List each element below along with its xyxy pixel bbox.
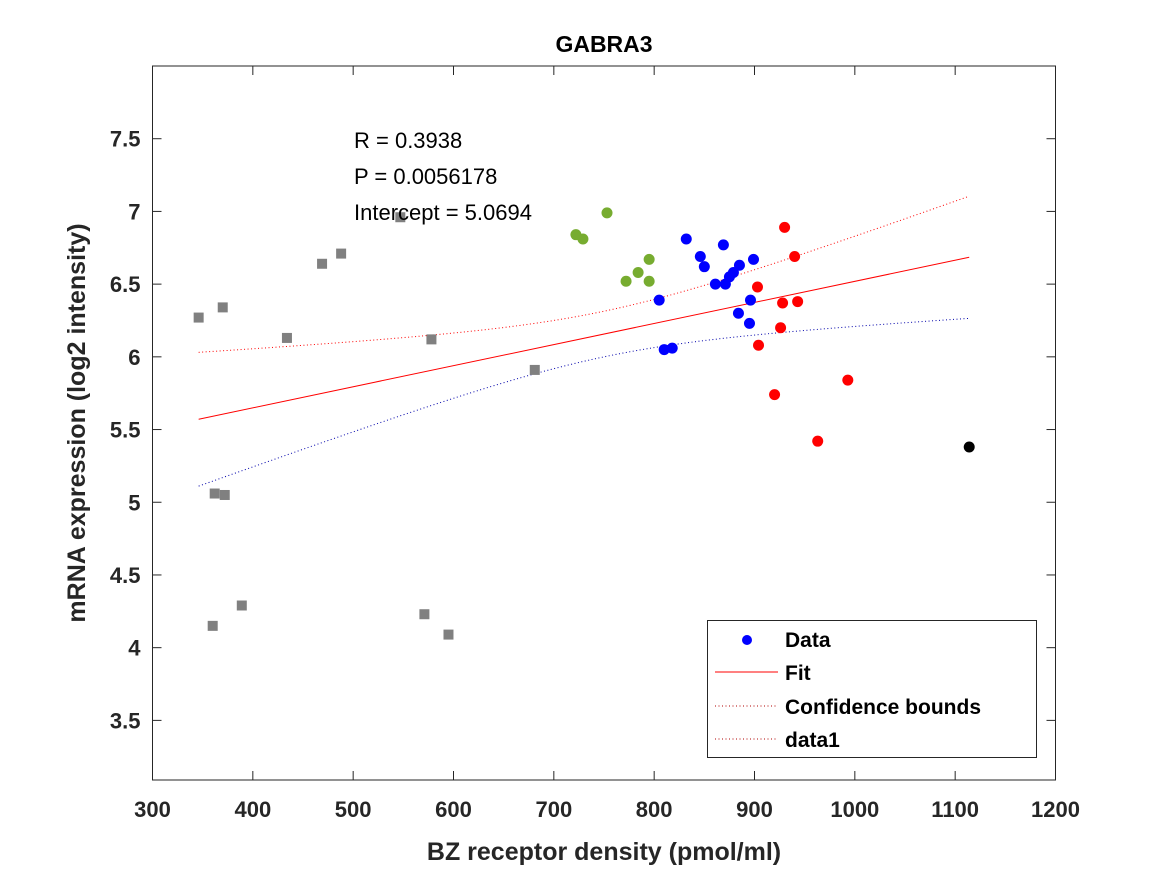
- data-point-gray: [529, 364, 540, 375]
- y-tick-label: 6: [128, 345, 140, 370]
- y-tick-label: 4.5: [110, 563, 141, 588]
- x-tick-label: 900: [736, 797, 773, 822]
- data-point-blue: [719, 278, 731, 290]
- data-point-blue: [732, 307, 744, 319]
- x-tick-label: 800: [636, 797, 673, 822]
- legend-label-data1: data1: [785, 729, 840, 752]
- data-point-blue: [694, 250, 706, 262]
- legend-label-confidence: Confidence bounds: [785, 696, 981, 719]
- data-point-blue: [653, 294, 665, 306]
- data-point-red: [753, 339, 765, 351]
- data-point-green: [577, 233, 589, 245]
- data-point-red: [775, 322, 787, 334]
- y-tick-label: 7: [128, 199, 140, 224]
- data-point-blue: [709, 278, 721, 290]
- x-tick-label: 500: [335, 797, 372, 822]
- data-point-red: [769, 389, 781, 401]
- annotation-p: P = 0.0056178: [354, 164, 497, 189]
- data-point-red: [779, 221, 791, 233]
- data-point-gray: [219, 489, 230, 500]
- data-point-red: [842, 374, 854, 386]
- data-point-gray: [281, 332, 292, 343]
- data-point-blue: [698, 261, 710, 273]
- data-point-green: [643, 275, 655, 287]
- data-point-blue: [666, 342, 678, 354]
- data-point-blue: [717, 239, 729, 251]
- y-tick-label: 3.5: [110, 708, 141, 733]
- data-point-gray: [426, 334, 437, 345]
- y-tick-label: 7.5: [110, 127, 141, 152]
- data-point-green: [620, 275, 632, 287]
- data-point-gray: [236, 600, 247, 611]
- data-point-gray: [217, 302, 228, 313]
- data-point-gray: [207, 620, 218, 631]
- axes-box: [152, 65, 1056, 781]
- data-point-blue: [680, 233, 692, 245]
- legend: Data Fit Confidence bounds data1: [707, 620, 1037, 758]
- data-point-red: [777, 297, 789, 309]
- data-point-green: [643, 253, 655, 265]
- data-point-blue: [744, 294, 756, 306]
- x-tick-label: 700: [535, 797, 572, 822]
- data-point-gray: [443, 629, 454, 640]
- data-point-red: [752, 281, 764, 293]
- axis-ticks: 300 400 500 600 700 800 900 1000 1100 1200 3.5 4 4.5…: [110, 66, 1080, 822]
- data-point-gray: [419, 609, 430, 620]
- fit-line: [198, 256, 970, 420]
- x-tick-label: 600: [435, 797, 472, 822]
- data-point-blue: [747, 253, 759, 265]
- chart-title: GABRA3: [555, 31, 652, 57]
- lower-confidence-bound: [198, 317, 970, 487]
- data-point-green: [632, 266, 644, 278]
- data-point-black: [963, 441, 975, 453]
- legend-box: [707, 620, 1037, 758]
- x-tick-label: 400: [234, 797, 271, 822]
- y-tick-label: 5: [128, 490, 140, 515]
- x-axis-label: BZ receptor density (pmol/ml): [427, 838, 781, 866]
- data-point-gray: [193, 312, 204, 323]
- data-point-gray: [317, 258, 328, 269]
- data-point-blue: [743, 317, 755, 329]
- data-point-gray: [336, 248, 347, 259]
- x-tick-label: 1000: [830, 797, 879, 822]
- x-tick-label: 1200: [1031, 797, 1080, 822]
- upper-confidence-bound: [198, 195, 970, 353]
- data-point-green: [601, 207, 613, 219]
- legend-marker-data: [742, 635, 752, 645]
- data-point-blue: [733, 259, 745, 271]
- y-tick-label: 5.5: [110, 418, 141, 443]
- data-point-gray: [209, 488, 220, 499]
- annotation-intercept: Intercept = 5.0694: [354, 200, 532, 225]
- x-tick-label: 300: [134, 797, 171, 822]
- data-point-gray: [395, 212, 406, 223]
- annotation-r: R = 0.3938: [354, 128, 462, 153]
- data-point-red: [789, 250, 801, 262]
- plot-area: [193, 195, 975, 640]
- y-tick-label: 4: [128, 636, 141, 661]
- x-tick-label: 1100: [931, 797, 979, 822]
- legend-label-fit: Fit: [785, 662, 811, 685]
- y-axis-label: mRNA expression (log2 intensity): [63, 223, 91, 622]
- data-point-red: [792, 296, 804, 308]
- legend-label-data: Data: [785, 629, 831, 652]
- y-tick-label: 6.5: [110, 272, 141, 297]
- data-point-red: [812, 435, 824, 447]
